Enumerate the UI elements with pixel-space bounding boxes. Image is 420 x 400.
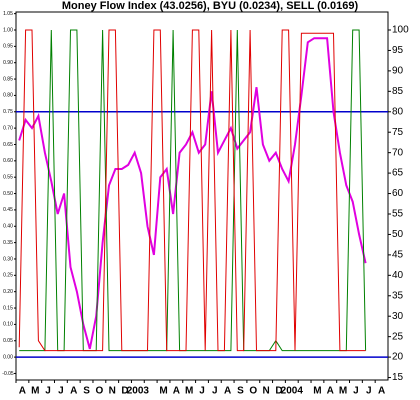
y2-tick-label: 15 [392,372,404,383]
x-tick-label: 2004 [281,386,304,397]
y-tick-label: 0.85 [3,76,13,82]
y2-tick-label: 20 [392,352,404,363]
y-tick-label: 0.45 [3,207,13,213]
y2-tick-label: 80 [392,106,404,117]
x-tick-label: A [327,386,334,397]
series-line [18,37,367,350]
x-tick-label: J [353,386,359,397]
x-tick-label: J [58,386,64,397]
y2-tick-label: 100 [392,25,409,36]
y-tick-label: 1.05 [3,11,13,17]
y-tick-label: 0.00 [3,354,13,360]
x-tick-label: J [212,386,218,397]
x-tick-label: D [275,386,282,397]
x-tick-label: M [159,386,167,397]
x-tick-label: O [95,386,103,397]
y2-tick-label: 95 [392,45,404,56]
x-tick-label: D [121,386,128,397]
chart-title: Money Flow Index (43.0256), BYU (0.0234)… [62,0,359,12]
y2-tick-label: 45 [392,250,404,261]
y-tick-label: 0.75 [3,109,13,115]
y-tick-label: 1.00 [3,27,13,33]
y-tick-label: 0.60 [3,158,13,164]
series-line [19,29,367,352]
y2-tick-label: 40 [392,270,404,281]
x-tick-label: A [224,386,231,397]
x-tick-label: O [249,386,257,397]
x-tick-label: S [83,386,90,397]
y2-tick-label: 25 [392,331,404,342]
y-tick-label: 0.55 [3,175,13,181]
y2-tick-label: 90 [392,66,404,77]
x-tick-label: A [19,386,26,397]
x-tick-label: J [45,386,51,397]
y-tick-label: 0.10 [3,322,13,328]
x-tick-label: A [173,386,180,397]
x-tick-label: A [70,386,77,397]
y2-tick-label: 85 [392,86,404,97]
y-tick-label: 0.40 [3,224,13,230]
plot-area [15,11,389,381]
x-tick-label: A [378,386,385,397]
y-tick-label: 0.65 [3,142,13,148]
y2-tick-label: 35 [392,290,404,301]
x-tick-label: 2003 [127,386,150,397]
y-tick-label: 0.80 [3,93,13,99]
y-tick-label: 0.05 [3,338,13,344]
y2-tick-label: 65 [392,168,404,179]
y-tick-label: 0.50 [3,191,13,197]
y-tick-label: -0.05 [2,371,14,377]
y2-tick-label: 75 [392,127,404,138]
x-tick-label: M [185,386,193,397]
y2-tick-label: 60 [392,188,404,199]
y-tick-label: 0.90 [3,60,13,66]
y2-tick-label: 70 [392,147,404,158]
y-tick-label: 0.35 [3,240,13,246]
x-tick-label: J [366,386,372,397]
y-tick-label: 0.15 [3,305,13,311]
x-tick-label: J [199,386,205,397]
x-tick-label: M [339,386,347,397]
y2-tick-label: 50 [392,229,404,240]
x-tick-label: N [109,386,116,397]
y-tick-label: 0.30 [3,256,13,262]
y-tick-label: 0.70 [3,125,13,131]
y-tick-label: 0.95 [3,44,13,50]
y2-tick-label: 30 [392,311,404,322]
series-line [18,29,366,352]
x-tick-label: N [263,386,270,397]
x-tick-label: M [31,386,39,397]
y-tick-label: 0.25 [3,273,13,279]
x-tick-label: S [237,386,244,397]
x-tick-label: M [313,386,321,397]
y-tick-label: 0.20 [3,289,13,295]
y2-tick-label: 55 [392,209,404,220]
